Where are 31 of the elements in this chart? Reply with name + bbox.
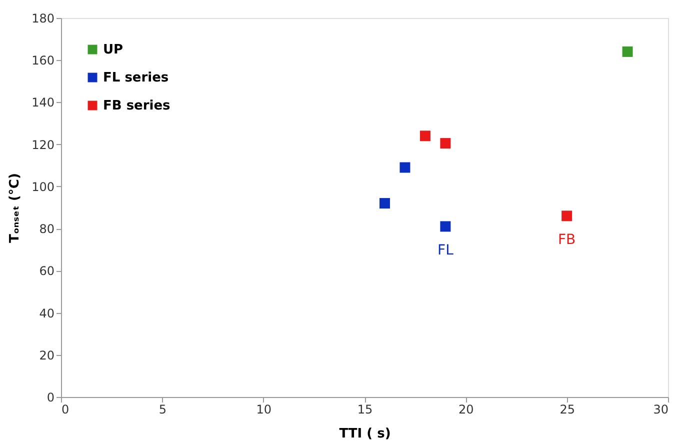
x-tick-label: 30 xyxy=(653,402,668,416)
x-tick-label: 15 xyxy=(357,402,373,416)
y-tick-label: 40 xyxy=(39,306,54,320)
point xyxy=(440,221,451,232)
point xyxy=(562,210,572,222)
legend-label: FB series xyxy=(103,98,171,114)
legend-label: UP xyxy=(103,42,124,58)
x-tick-label: 10 xyxy=(256,402,272,416)
point xyxy=(420,130,430,142)
legend-label: FL series xyxy=(103,70,169,86)
y-tick-label: 180 xyxy=(32,12,54,26)
y-tick-label: 140 xyxy=(32,96,54,110)
y-tick-label: 120 xyxy=(32,138,54,152)
annotation: FB xyxy=(558,232,576,248)
point xyxy=(400,162,410,173)
x-axis-title: TTI ( s) xyxy=(339,426,391,442)
y-tick-label: 20 xyxy=(39,348,54,362)
point xyxy=(379,198,390,209)
y-axis-title: Tₒₙₛₑₜ (°C) xyxy=(8,173,23,243)
x-tick-label: 5 xyxy=(158,402,166,416)
point xyxy=(622,46,633,57)
y-tick-label: 60 xyxy=(39,264,54,278)
y-tick-label: 0 xyxy=(46,390,54,404)
x-tick-label: 20 xyxy=(458,402,474,416)
x-tick-label: 25 xyxy=(560,402,575,416)
y-tick-label: 160 xyxy=(32,54,54,68)
x-tick-label: 0 xyxy=(62,402,70,416)
point xyxy=(440,138,451,149)
annotation: FL xyxy=(438,242,454,258)
y-tick-label: 80 xyxy=(39,222,54,236)
y-tick-label: 100 xyxy=(32,180,54,194)
